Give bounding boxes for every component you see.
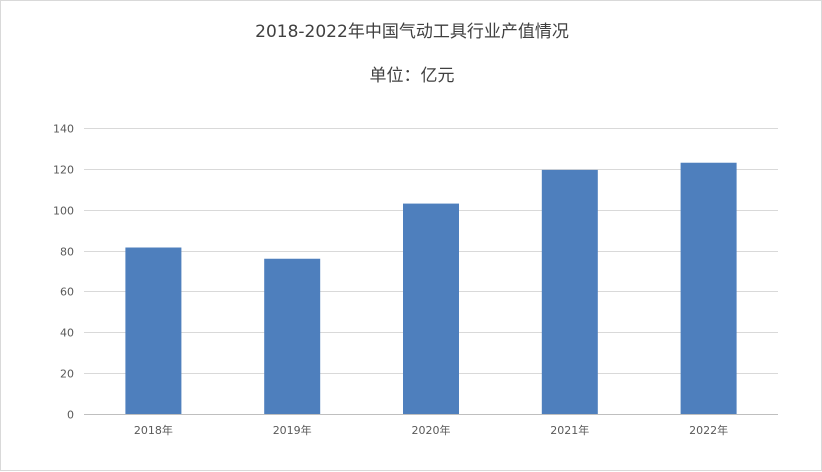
y-tick-label: 80 bbox=[60, 246, 74, 259]
y-tick-label: 140 bbox=[53, 123, 74, 136]
y-tick-label: 0 bbox=[67, 409, 74, 422]
x-tick-label: 2021年 bbox=[550, 423, 589, 437]
bar bbox=[125, 247, 182, 414]
y-tick-label: 100 bbox=[53, 205, 74, 218]
x-tick-label: 2019年 bbox=[273, 423, 312, 437]
bar bbox=[403, 203, 459, 414]
x-tick-label: 2020年 bbox=[412, 423, 451, 437]
x-tick-label: 2018年 bbox=[134, 423, 173, 437]
bar bbox=[541, 169, 598, 414]
y-tick-label: 60 bbox=[60, 286, 74, 299]
y-tick-label: 120 bbox=[53, 164, 74, 177]
bar bbox=[680, 162, 737, 414]
x-tick-label: 2022年 bbox=[689, 423, 728, 437]
y-tick-label: 40 bbox=[60, 327, 74, 340]
bar bbox=[264, 258, 321, 414]
y-tick-label: 20 bbox=[60, 368, 74, 381]
chart-title: 2018-2022年中国气动工具行业产值情况 bbox=[255, 22, 569, 42]
chart-subtitle: 单位：亿元 bbox=[369, 66, 455, 86]
